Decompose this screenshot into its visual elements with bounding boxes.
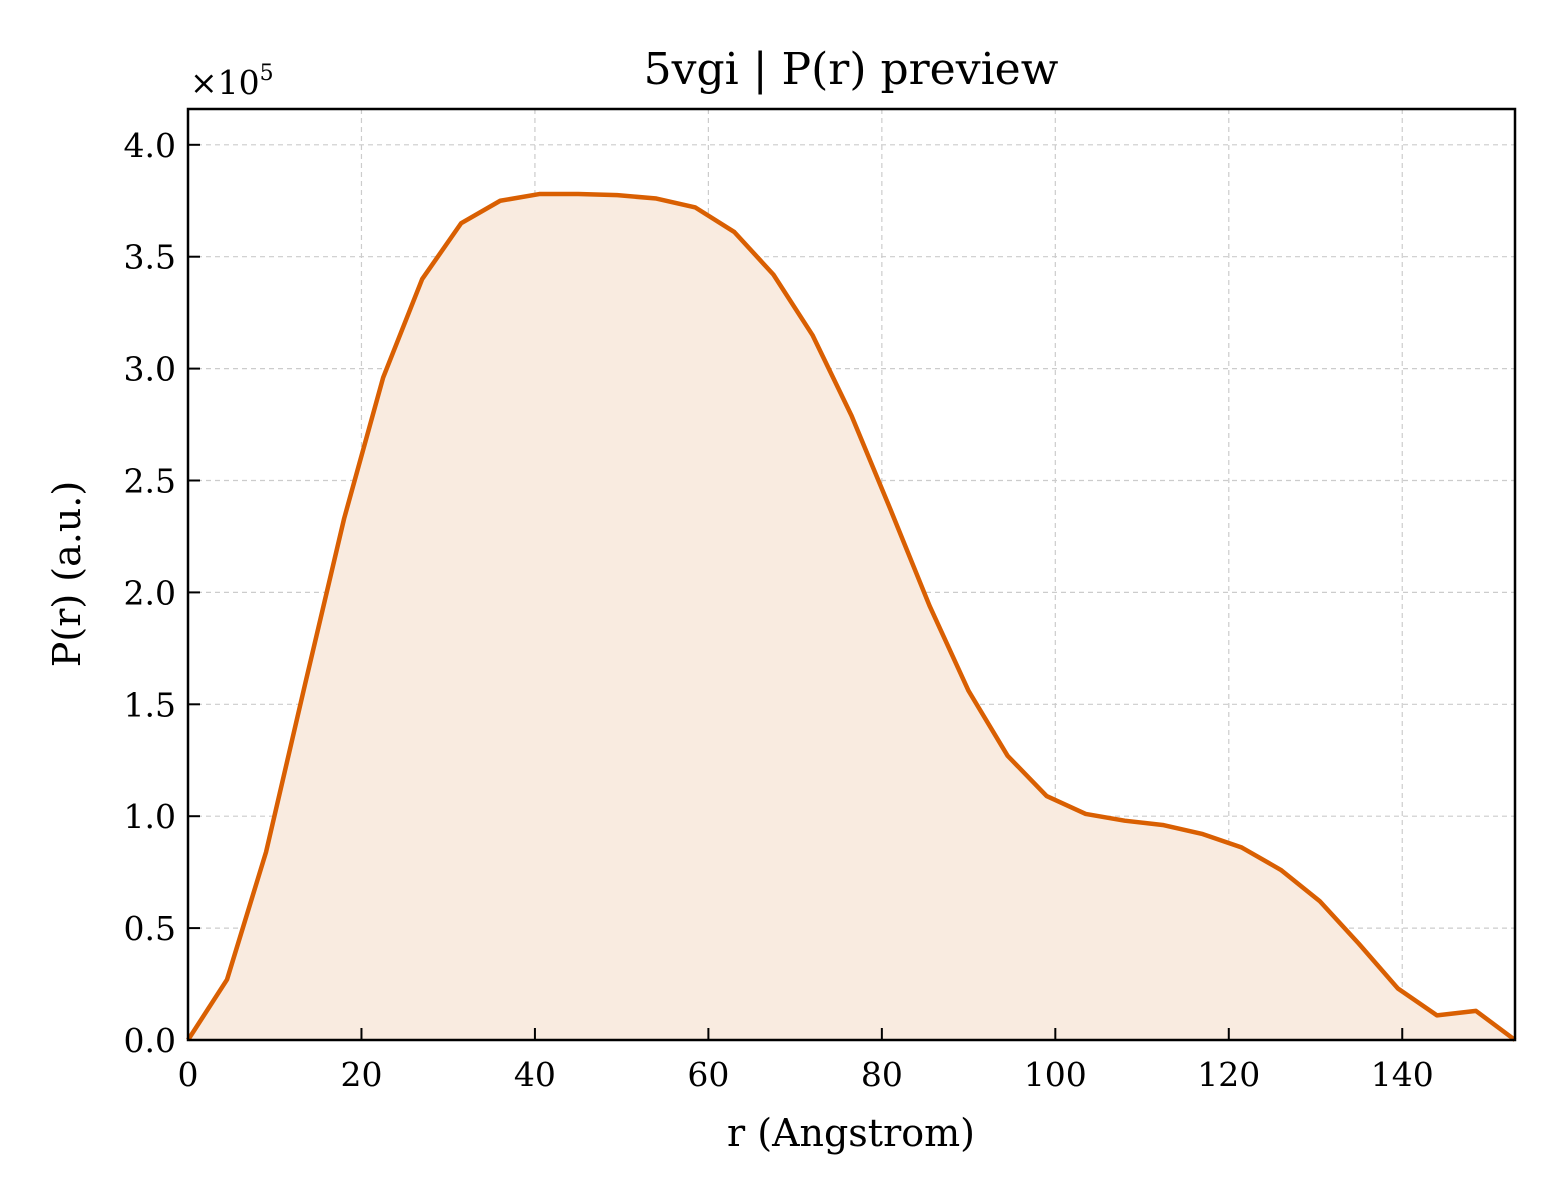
- x-tick-label: 40: [514, 1055, 556, 1094]
- y-axis-ticks: 0.0 0.5 1.0 1.5 2.0 2.5 3.0 3.5 4.0: [124, 126, 200, 1060]
- x-tick-label: 20: [340, 1055, 382, 1094]
- x-tick-label: 80: [861, 1055, 903, 1094]
- plot-frame: [186, 107, 1517, 1042]
- y-tick-label: 4.0: [124, 126, 176, 165]
- y-axis-label: P(r) (a.u.): [45, 481, 89, 667]
- y-tick-label: 3.0: [124, 350, 176, 389]
- chart-title: 5vgi | P(r) preview: [644, 44, 1059, 95]
- pr-line: [186, 191, 1517, 1042]
- x-tick-label: 140: [1371, 1055, 1434, 1094]
- x-tick-label: 120: [1197, 1055, 1260, 1094]
- x-tick-label: 60: [687, 1055, 729, 1094]
- y-tick-label: 3.5: [124, 238, 176, 277]
- y-tick-label: 0.5: [124, 909, 176, 948]
- y-tick-label: 1.5: [124, 685, 176, 724]
- y-offset-base: ×10: [190, 63, 260, 102]
- y-tick-label: 2.5: [124, 462, 176, 501]
- x-axis-ticks: 0 20 40 60 80 100 120 140: [178, 1028, 1434, 1094]
- x-tick-label: 0: [178, 1055, 199, 1094]
- y-axis-offset-label: ×105: [190, 61, 274, 102]
- y-offset-exponent: 5: [260, 61, 274, 86]
- y-tick-label: 1.0: [124, 797, 176, 836]
- x-axis-label: r (Angstrom): [727, 1111, 975, 1155]
- y-tick-label: 0.0: [124, 1021, 176, 1060]
- x-tick-label: 100: [1024, 1055, 1087, 1094]
- pr-area-fill: [188, 194, 1515, 1041]
- y-tick-label: 2.0: [124, 573, 176, 612]
